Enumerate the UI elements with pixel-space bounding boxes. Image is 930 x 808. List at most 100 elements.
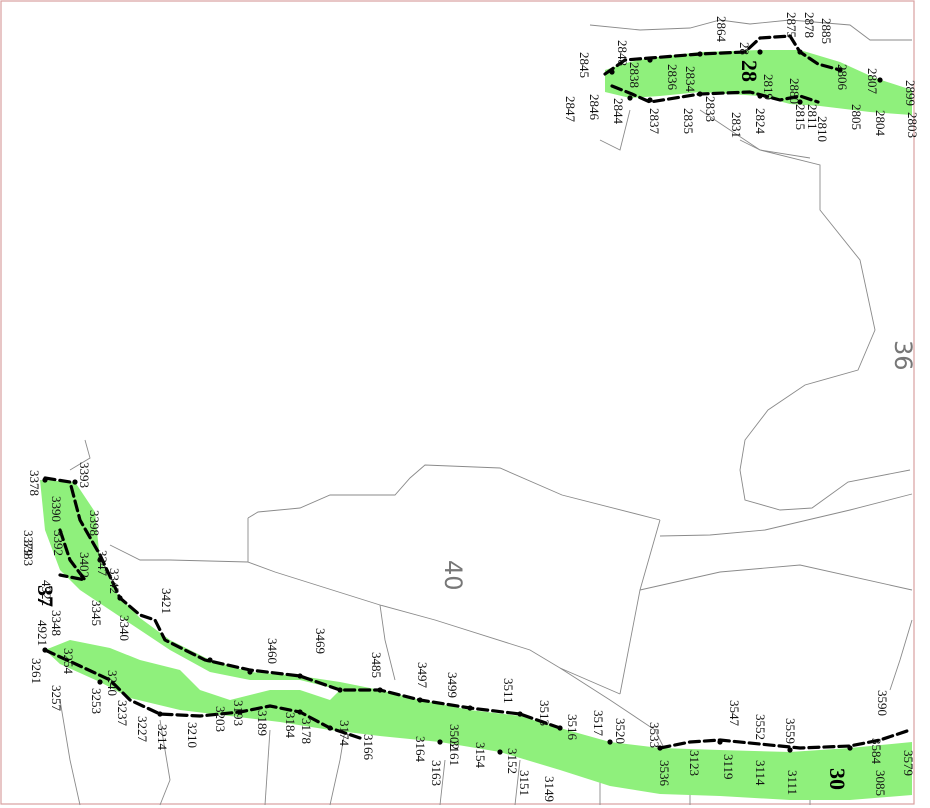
station-label-2878: 2878 <box>802 12 817 38</box>
station-label-3485: 3485 <box>369 652 384 678</box>
zone-label-36: 36 <box>889 340 917 371</box>
station-label-3398: 3398 <box>87 510 102 536</box>
station-label-3579: 3579 <box>901 750 916 776</box>
station-label-3513: 3513 <box>537 700 552 726</box>
station-label-3533: 3533 <box>647 722 662 748</box>
station-label-2844: 2844 <box>611 98 626 125</box>
parcel-lines <box>59 19 913 806</box>
station-label-3149: 3149 <box>542 776 557 802</box>
station-label-2848: 2848 <box>615 40 630 66</box>
station-label-2819: 2819 <box>761 74 776 100</box>
station-label-4922: 4922 <box>39 580 54 606</box>
station-label-3348: 3348 <box>49 610 64 636</box>
station-label-2811: 2811 <box>805 104 820 130</box>
station-label-3517: 3517 <box>591 710 606 737</box>
station-label-2875: 2875 <box>784 12 799 38</box>
station-label-3237: 3237 <box>115 700 130 727</box>
boundary-bottom-mid <box>43 648 362 740</box>
station-label-3257: 3257 <box>49 685 64 712</box>
station-label-3502: 3502 <box>447 724 462 750</box>
station-label-3559: 3559 <box>783 718 798 744</box>
station-label-3340: 3340 <box>117 615 132 641</box>
corridor-top <box>605 50 912 115</box>
station-label-2803: 2803 <box>905 112 920 138</box>
station-label-3152: 3152 <box>505 748 520 774</box>
station-label-3253: 3253 <box>89 688 104 714</box>
station-label-2864: 2864 <box>714 16 729 43</box>
station-label-3227: 3227 <box>135 716 150 743</box>
station-label-2837: 2837 <box>647 108 662 135</box>
station-label-3174: 3174 <box>337 720 352 747</box>
station-label-3547: 3547 <box>727 700 742 727</box>
corridor-bottom <box>40 480 912 800</box>
station-label-3189: 3189 <box>255 710 270 736</box>
station-label-3193: 3193 <box>231 700 246 726</box>
station-label-3345: 3345 <box>89 600 104 626</box>
station-label-3166: 3166 <box>361 734 376 761</box>
station-label-3393: 3393 <box>77 462 92 488</box>
station-label-4921: 4921 <box>35 620 50 646</box>
station-label-3161: 3161 <box>447 740 462 766</box>
station-label-2835: 2835 <box>681 108 696 134</box>
station-label-3184: 3184 <box>283 712 298 739</box>
boundary-east-end <box>658 728 912 750</box>
station-label-2810: 2810 <box>815 116 830 142</box>
station-label-3240: 3240 <box>105 670 120 696</box>
station-label-3520: 3520 <box>613 718 628 744</box>
boundary-top-north <box>603 34 842 76</box>
station-label-2834: 2834 <box>683 66 698 93</box>
station-label-3214: 3214 <box>155 724 170 751</box>
station-label-2847: 2847 <box>563 96 578 123</box>
station-label-2899: 2899 <box>903 80 918 106</box>
segment-label-30: 30 <box>825 768 850 790</box>
boundary-bottom-south <box>58 528 87 582</box>
boundary-top-south <box>610 84 820 104</box>
station-label-3390: 3390 <box>49 496 64 522</box>
station-label-2806: 2806 <box>835 64 850 91</box>
station-label-2805: 2805 <box>849 104 864 130</box>
station-label-3163: 3163 <box>429 760 444 786</box>
station-label-3114: 3114 <box>753 760 768 786</box>
station-label-3342: 3342 <box>107 568 122 594</box>
station-label-3379: 3379 <box>21 530 36 556</box>
station-label-3499: 3499 <box>445 672 460 698</box>
station-label-3254: 3254 <box>61 648 76 675</box>
station-label-3378: 3378 <box>27 470 42 496</box>
station-label-2824: 2824 <box>753 108 768 135</box>
station-label-3261: 3261 <box>29 658 44 684</box>
station-label-3151: 3151 <box>517 770 532 796</box>
station-label-28: 28 <box>737 42 752 55</box>
station-label-3497: 3497 <box>415 662 430 689</box>
station-label-3584: 3584 <box>869 738 884 765</box>
station-label-3552: 3552 <box>753 714 768 740</box>
zone-label-40: 40 <box>439 560 467 591</box>
survey-points <box>42 49 883 755</box>
segment-label-28: 28 <box>737 60 762 82</box>
station-label-3402: 3402 <box>77 552 92 578</box>
station-label-2831: 2831 <box>729 112 744 138</box>
station-label-2880: 2880 <box>787 78 802 104</box>
station-label-2804: 2804 <box>873 110 888 137</box>
station-label-2838: 2838 <box>627 62 642 88</box>
station-label-3154: 3154 <box>473 742 488 769</box>
station-label-3536: 3536 <box>657 760 672 787</box>
station-label-2807: 2807 <box>865 68 880 95</box>
station-label-3178: 3178 <box>299 718 314 744</box>
station-label-3347: 3347 <box>95 550 110 577</box>
station-label-2885: 2885 <box>819 18 834 44</box>
station-label-2846: 2846 <box>587 94 602 121</box>
boundary-bottom-north <box>43 476 562 730</box>
station-label-3392: 3392 <box>51 530 66 556</box>
station-label-3590: 3590 <box>875 690 890 716</box>
station-label-3210: 3210 <box>185 722 200 748</box>
station-label-3119: 3119 <box>721 754 736 780</box>
station-label-2836: 2836 <box>665 64 680 91</box>
station-label-3516: 3516 <box>565 714 580 741</box>
station-label-2845: 2845 <box>577 52 592 78</box>
segment-label-37: 37 <box>33 585 58 607</box>
station-label-2833: 2833 <box>703 96 718 122</box>
